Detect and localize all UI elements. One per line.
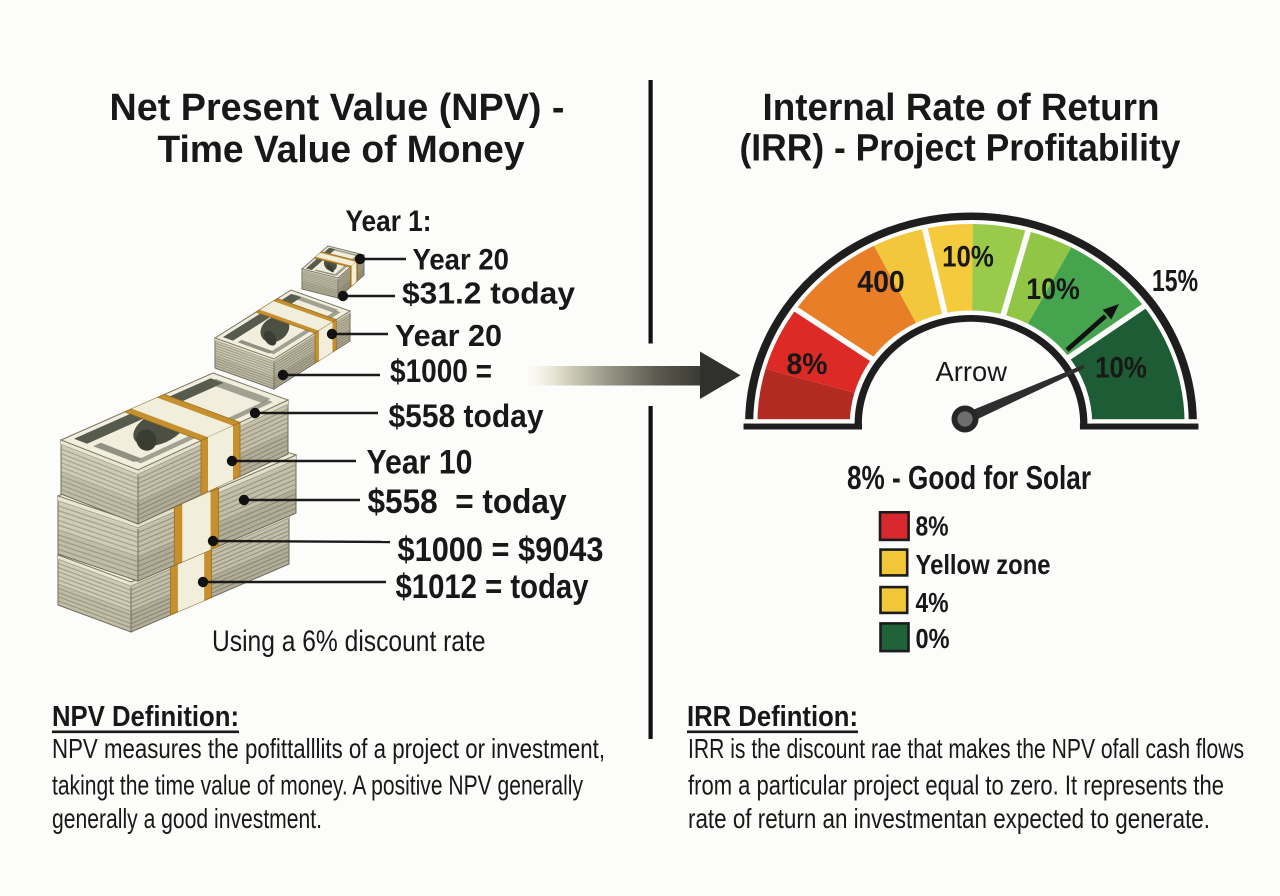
svg-text:8%: 8% bbox=[787, 348, 828, 381]
svg-text:$1000 =: $1000 = bbox=[390, 353, 492, 389]
svg-text:rate of return an investmentan: rate of return an investmentan expected … bbox=[688, 803, 1210, 834]
svg-text:8%: 8% bbox=[916, 511, 949, 542]
svg-text:$558 = today: $558 = today bbox=[368, 483, 567, 521]
svg-text:generally a good investment.: generally a good investment. bbox=[52, 803, 322, 834]
svg-text:Year 20: Year 20 bbox=[413, 244, 510, 277]
svg-text:$31.2 today: $31.2 today bbox=[402, 276, 576, 311]
svg-text:Internal Rate of Return: Internal Rate of Return bbox=[763, 87, 1160, 129]
svg-text:IRR is the discount rae that m: IRR is the discount rae that makes the N… bbox=[688, 733, 1244, 764]
svg-text:Time Value of Money: Time Value of Money bbox=[158, 129, 525, 171]
svg-text:8% - Good for Solar: 8% - Good for Solar bbox=[847, 459, 1091, 496]
svg-text:$1000 = $9043: $1000 = $9043 bbox=[398, 531, 604, 569]
svg-text:IRR Defintion:: IRR Defintion: bbox=[687, 701, 858, 733]
svg-text:10%: 10% bbox=[1095, 352, 1147, 385]
svg-text:Yellow zone: Yellow zone bbox=[916, 549, 1051, 580]
svg-text:Year 10: Year 10 bbox=[367, 444, 473, 482]
svg-text:0%: 0% bbox=[916, 623, 950, 654]
svg-text:from a particular project equa: from a particular project equal to zero.… bbox=[688, 770, 1224, 801]
svg-text:takingt the time value of mone: takingt the time value of money. A posit… bbox=[52, 770, 583, 801]
svg-text:4%: 4% bbox=[916, 587, 949, 618]
svg-text:Year 20: Year 20 bbox=[395, 318, 502, 353]
svg-text:Year 1:: Year 1: bbox=[346, 205, 432, 238]
svg-text:$558 today: $558 today bbox=[389, 398, 544, 434]
svg-text:(IRR) - Project Profitability: (IRR) - Project Profitability bbox=[740, 128, 1181, 170]
svg-text:Using a 6% discount rate: Using a 6% discount rate bbox=[212, 625, 486, 658]
svg-text:10%: 10% bbox=[1026, 273, 1080, 306]
svg-text:10%: 10% bbox=[942, 241, 994, 274]
svg-text:15%: 15% bbox=[1152, 263, 1198, 298]
svg-text:$1012 = today: $1012 = today bbox=[396, 568, 589, 606]
svg-text:Net Present Value (NPV) -: Net Present Value (NPV) - bbox=[110, 87, 565, 129]
svg-text:NPV measures the pofittalllits: NPV measures the pofittalllits of a proj… bbox=[52, 733, 605, 764]
svg-text:400: 400 bbox=[857, 264, 905, 299]
svg-text:NPV Definition:: NPV Definition: bbox=[52, 701, 239, 733]
svg-text:Arrow: Arrow bbox=[936, 356, 1008, 387]
